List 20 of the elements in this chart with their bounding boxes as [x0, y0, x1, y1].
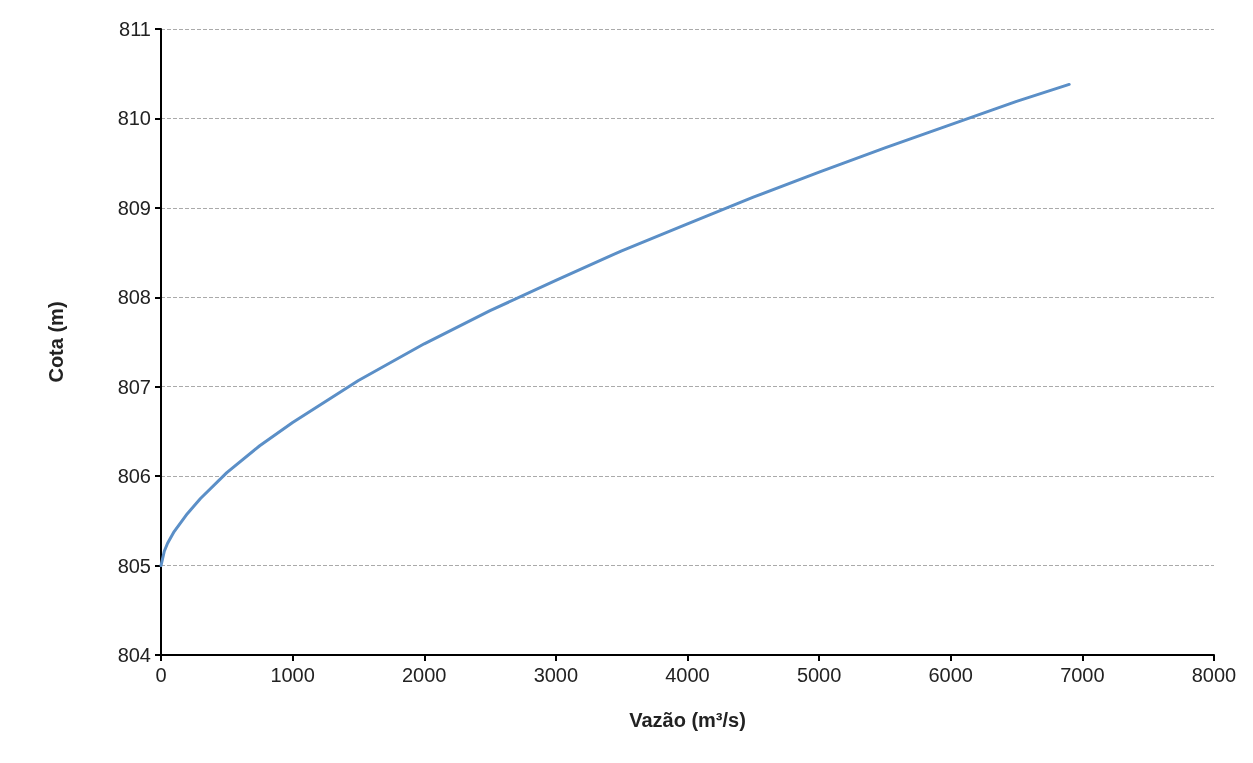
x-tick-label: 8000 [1191, 664, 1237, 686]
x-tick-label: 6000 [928, 664, 973, 686]
x-tick-label: 5000 [796, 664, 842, 686]
x-axis-title: Vazão (m³/s) [629, 709, 746, 731]
y-tick-label: 805 [117, 554, 151, 577]
y-tick-label: 804 [117, 644, 151, 666]
x-tick-label: 1000 [270, 664, 315, 686]
y-tick-label: 809 [117, 196, 151, 219]
y-axis-title: Cota (m) [45, 301, 67, 383]
x-tick-label: 0 [155, 664, 167, 686]
x-tick-label: 7000 [1060, 664, 1105, 686]
y-tick-label: 811 [119, 18, 151, 40]
y-tick-label: 808 [117, 286, 151, 309]
y-tick-label: 807 [117, 375, 151, 398]
y-tick-label: 806 [117, 465, 151, 488]
x-tick-label: 4000 [665, 664, 710, 686]
y-tick-label: 810 [117, 107, 151, 130]
line-series [159, 82, 1071, 568]
x-tick-label: 2000 [402, 664, 447, 686]
x-tick-label: 3000 [533, 664, 579, 686]
